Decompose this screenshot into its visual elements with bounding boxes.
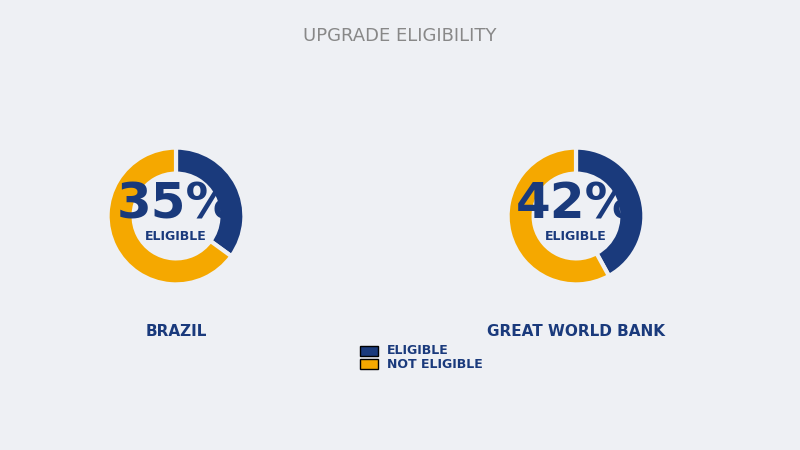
Text: NOT ELIGIBLE: NOT ELIGIBLE — [387, 358, 483, 370]
Text: 42%: 42% — [516, 180, 636, 228]
Wedge shape — [576, 148, 644, 276]
Text: UPGRADE ELIGIBILITY: UPGRADE ELIGIBILITY — [303, 27, 497, 45]
Text: ELIGIBLE: ELIGIBLE — [145, 230, 207, 243]
Text: GREAT WORLD BANK: GREAT WORLD BANK — [487, 324, 665, 339]
Wedge shape — [108, 148, 231, 284]
Text: BRAZIL: BRAZIL — [146, 324, 206, 339]
Text: ELIGIBLE: ELIGIBLE — [545, 230, 607, 243]
Wedge shape — [508, 148, 609, 284]
Wedge shape — [176, 148, 244, 256]
Text: 35%: 35% — [116, 180, 236, 228]
Text: ELIGIBLE: ELIGIBLE — [387, 344, 449, 357]
